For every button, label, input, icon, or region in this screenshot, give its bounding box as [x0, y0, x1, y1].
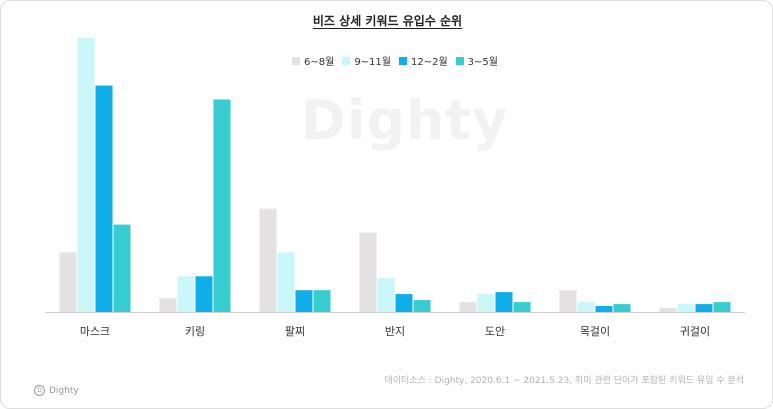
bar	[377, 278, 395, 312]
bar	[595, 306, 613, 312]
legend-label: 12~2월	[410, 57, 448, 68]
legend-label: 9~11월	[354, 57, 391, 68]
x-tick-label: 귀걸이	[680, 325, 710, 338]
bar	[213, 99, 231, 312]
chart-title: 비즈 상세 키워드 유입수 순위	[312, 14, 463, 28]
x-tick-label: 팔찌	[285, 325, 305, 338]
legend-swatch	[455, 56, 464, 65]
bar	[113, 224, 131, 312]
bar	[177, 276, 195, 312]
bar	[395, 294, 413, 312]
source-note: 데이터소스 : Dighty, 2020.6.1 ~ 2021.5.23, 취미…	[384, 376, 744, 386]
bar	[195, 276, 213, 312]
bar	[159, 298, 177, 312]
bar	[77, 38, 95, 312]
x-tick-label: 키링	[185, 325, 205, 338]
bar	[95, 85, 113, 312]
bar	[677, 304, 695, 312]
bar	[495, 292, 513, 312]
legend-swatch	[398, 56, 407, 65]
watermark-logo: Dighty	[301, 89, 509, 152]
x-tick-label: 목걸이	[580, 325, 610, 338]
bar	[277, 252, 295, 312]
bar	[713, 302, 731, 312]
bar	[459, 302, 477, 312]
x-tick-label: 도안	[485, 325, 505, 338]
legend-label: 3~5월	[467, 57, 498, 68]
bar	[59, 252, 77, 312]
bar	[259, 208, 277, 312]
bar	[477, 294, 495, 312]
bar	[559, 290, 577, 312]
legend-item: 12~2월	[398, 53, 448, 68]
legend-label: 6~8월	[304, 57, 335, 68]
bar	[577, 302, 595, 312]
legend: 6~8월 9~11월 12~2월 3~5월	[292, 53, 506, 68]
bar	[359, 232, 377, 312]
bar	[413, 300, 431, 312]
brand-label: Dighty	[49, 385, 79, 396]
legend-item: 6~8월	[292, 53, 334, 68]
legend-item: 3~5월	[455, 53, 498, 68]
brand-footer: D Dighty	[34, 385, 79, 396]
copyright-icon: D	[34, 385, 45, 396]
bar	[313, 290, 331, 312]
x-tick-label: 반지	[385, 325, 405, 338]
bar	[659, 308, 677, 312]
legend-swatch	[292, 56, 300, 65]
x-tick-label: 마스크	[80, 325, 110, 338]
bar	[613, 304, 631, 312]
bar	[695, 304, 713, 312]
legend-swatch	[342, 56, 351, 65]
bar	[513, 302, 531, 312]
bar	[295, 290, 313, 312]
legend-item: 9~11월	[342, 53, 391, 68]
